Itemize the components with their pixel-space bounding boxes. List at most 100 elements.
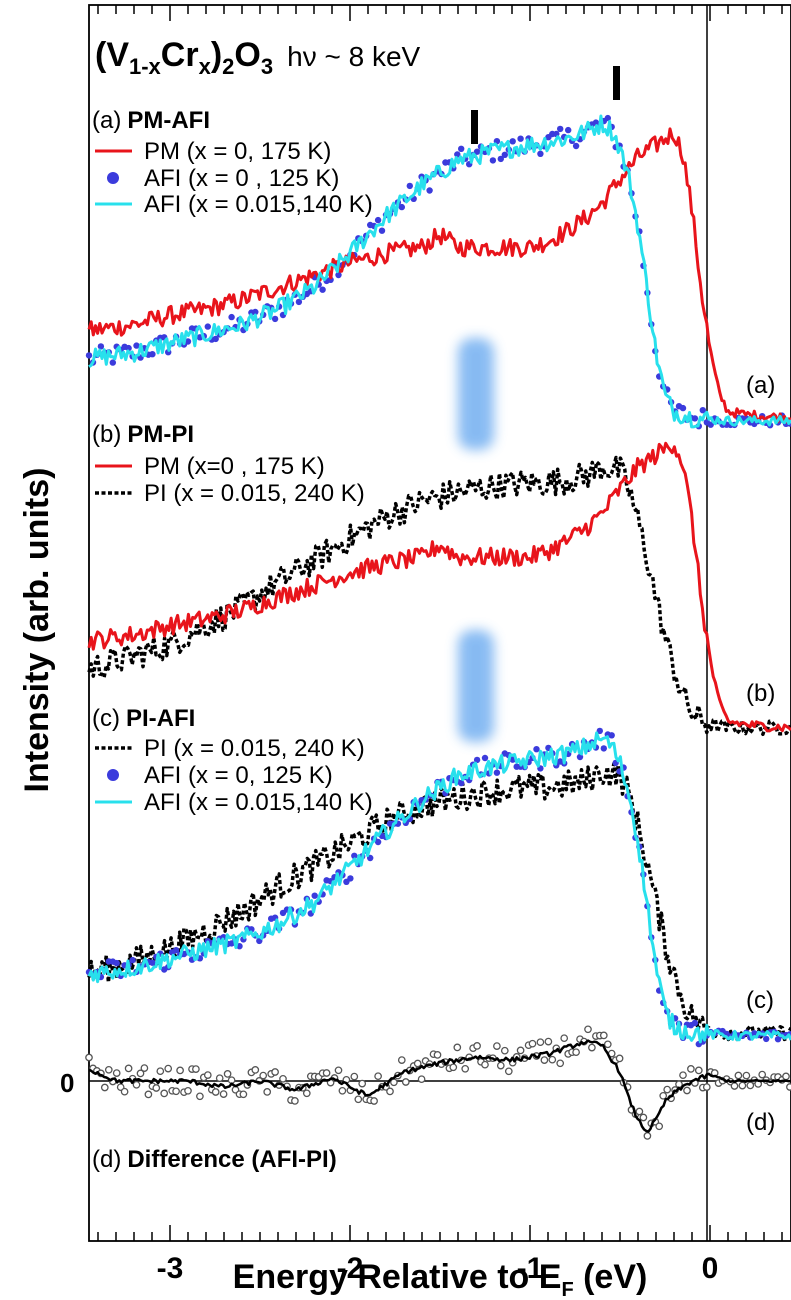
series-a-afi-dots-point xyxy=(212,335,219,343)
series-d-diff-points-point xyxy=(350,1072,359,1081)
series-d-diff-points-point xyxy=(417,1075,426,1084)
series-a-afi-dots-point xyxy=(406,182,413,190)
series-c-afi-dots-point xyxy=(763,1035,770,1043)
series-a-afi-dots-point xyxy=(537,150,544,157)
series-a-afi-dots-point xyxy=(97,343,105,350)
y-axis-title: Intensity (arb. units) xyxy=(18,468,56,793)
legend-a-blue-dot xyxy=(107,172,119,184)
series-d-diff-points-point xyxy=(635,1107,644,1116)
series-c-afi-dots-point xyxy=(351,852,358,859)
series-d-diff-points-point xyxy=(453,1043,462,1052)
series-c-afi-dots-point xyxy=(172,947,180,954)
series-d-diff-points-point xyxy=(386,1087,394,1096)
series-d-diff-points-point xyxy=(227,1076,236,1085)
series-d-diff-points-point xyxy=(473,1042,481,1050)
series-d-diff-points-point xyxy=(556,1059,565,1068)
series-d-diff-points-point xyxy=(588,1043,596,1052)
series-d-diff-points-point xyxy=(481,1060,489,1069)
series-d-diff-points-point xyxy=(786,1083,791,1091)
panel-b-tag: (b) xyxy=(746,680,775,707)
series-a-afi-dots-point xyxy=(378,227,386,234)
series-d-diff-points-point xyxy=(152,1084,161,1092)
series-d-diff-points-point xyxy=(572,1048,580,1057)
series-a-afi-dots-point xyxy=(691,415,699,422)
series-d-diff-points-point xyxy=(639,1113,648,1122)
series-d-diff-points-point xyxy=(694,1066,703,1075)
series-d-diff-points-point xyxy=(219,1090,228,1098)
series-d-diff-points-point xyxy=(271,1068,279,1076)
series-d-diff-points-point xyxy=(663,1085,672,1094)
series-a-afi-dots-point xyxy=(295,298,303,306)
chart-title: (V1-xCrx)2O3 hν ~ 8 keV xyxy=(95,36,421,79)
series-d-diff-points-point xyxy=(354,1095,363,1104)
series-a-afi-dots-point xyxy=(319,286,326,293)
series-d-diff-points-point xyxy=(493,1042,501,1050)
series-a-afi-dots-point xyxy=(271,315,279,323)
series-a-afi-dots-point xyxy=(133,342,140,349)
series-d-diff-points-point xyxy=(100,1083,109,1092)
series-d-diff-points-point xyxy=(132,1080,141,1089)
series-a-afi-dots-point xyxy=(699,407,706,414)
shade-band-upper xyxy=(458,338,494,450)
zero-label: 0 xyxy=(60,1068,74,1098)
legend-a-pm: PM (x = 0, 175 K) xyxy=(144,138,331,165)
legend-b-pm: PM (x=0 , 175 K) xyxy=(144,453,325,480)
series-a-afi-dots-point xyxy=(557,125,564,133)
series-d-diff-points-point xyxy=(322,1069,331,1077)
series-a-afi-dots-point xyxy=(509,138,516,145)
series-d-diff-points-point xyxy=(655,1122,664,1131)
series-a-afi-dots-point xyxy=(228,313,235,321)
legend-a-afi-line: AFI (x = 0.015,140 K) xyxy=(144,191,373,218)
series-a-afi-dots-point xyxy=(497,155,504,163)
series-c-afi-dots-point xyxy=(691,1019,699,1027)
series-d-diff-points-point xyxy=(734,1071,743,1080)
series-d-diff-points-point xyxy=(683,1086,691,1095)
series-d-diff-points-point xyxy=(758,1070,767,1079)
series-d-diff-points-point xyxy=(172,1087,180,1096)
series-d-diff-points-point xyxy=(560,1034,569,1043)
series-d-diff-points-point xyxy=(603,1040,612,1049)
series-d-diff-points-point xyxy=(584,1025,592,1034)
x-tick-label: -2 xyxy=(337,1252,364,1285)
series-d-diff-smooth xyxy=(88,1039,791,1133)
series-d-diff-points-point xyxy=(140,1064,149,1072)
series-d-diff-points-point xyxy=(239,1090,248,1099)
panel-d-tag: (d) xyxy=(746,1109,775,1136)
series-b-pi xyxy=(87,455,791,737)
series-a-afi-dots-point xyxy=(85,352,93,359)
series-d-diff-points-point xyxy=(279,1074,287,1083)
series-c-afi-dots-point xyxy=(228,940,235,947)
panel-d-header: (d) Difference (AFI-PI) xyxy=(92,1146,337,1173)
series-d-diff-points-point xyxy=(223,1070,232,1078)
series-d-diff-points-point xyxy=(433,1051,442,1059)
legend-c-afi-line: AFI (x = 0.015,140 K) xyxy=(144,789,373,816)
series-d-diff-points-point xyxy=(782,1072,790,1081)
series-c-afi-dots-point xyxy=(533,746,540,753)
series-d-diff-points-point xyxy=(702,1083,711,1091)
series-c-afi-dots-point xyxy=(129,956,136,964)
series-d-diff-points-point xyxy=(136,1069,145,1078)
series-a-afi-dots-point xyxy=(125,344,132,352)
series-a-afi-dots-point xyxy=(335,271,342,279)
panel-a-header: (a) PM-AFI xyxy=(92,107,210,134)
series-a-afi-dots-point xyxy=(501,151,508,158)
legend-c-pi: PI (x = 0.015, 240 K) xyxy=(144,735,365,762)
series-a-afi-dots-point xyxy=(572,142,580,150)
series-c-afi-dots-point xyxy=(774,1036,782,1043)
series-d-diff-points-point xyxy=(215,1074,224,1083)
series-d-diff-points-point xyxy=(156,1067,165,1076)
legend-c-blue-dot xyxy=(107,769,119,781)
series-d-diff-points-point xyxy=(496,1061,505,1070)
series-c-afi-dots-point xyxy=(149,959,156,966)
series-d-diff-points-point xyxy=(679,1071,687,1080)
series-c-afi-dots-point xyxy=(458,779,465,787)
series-c-afi-dots-point xyxy=(248,926,255,933)
x-axis-title: Energy Relative to EF (eV) xyxy=(233,1258,648,1300)
series-d-diff-points-point xyxy=(536,1038,545,1047)
series-d-diff-points-point xyxy=(112,1069,121,1077)
series-d-diff-points-point xyxy=(500,1046,509,1055)
series-a-pm xyxy=(87,127,791,424)
series-a-afi-dots-point xyxy=(489,157,497,164)
panel-c-tag: (c) xyxy=(746,987,774,1014)
